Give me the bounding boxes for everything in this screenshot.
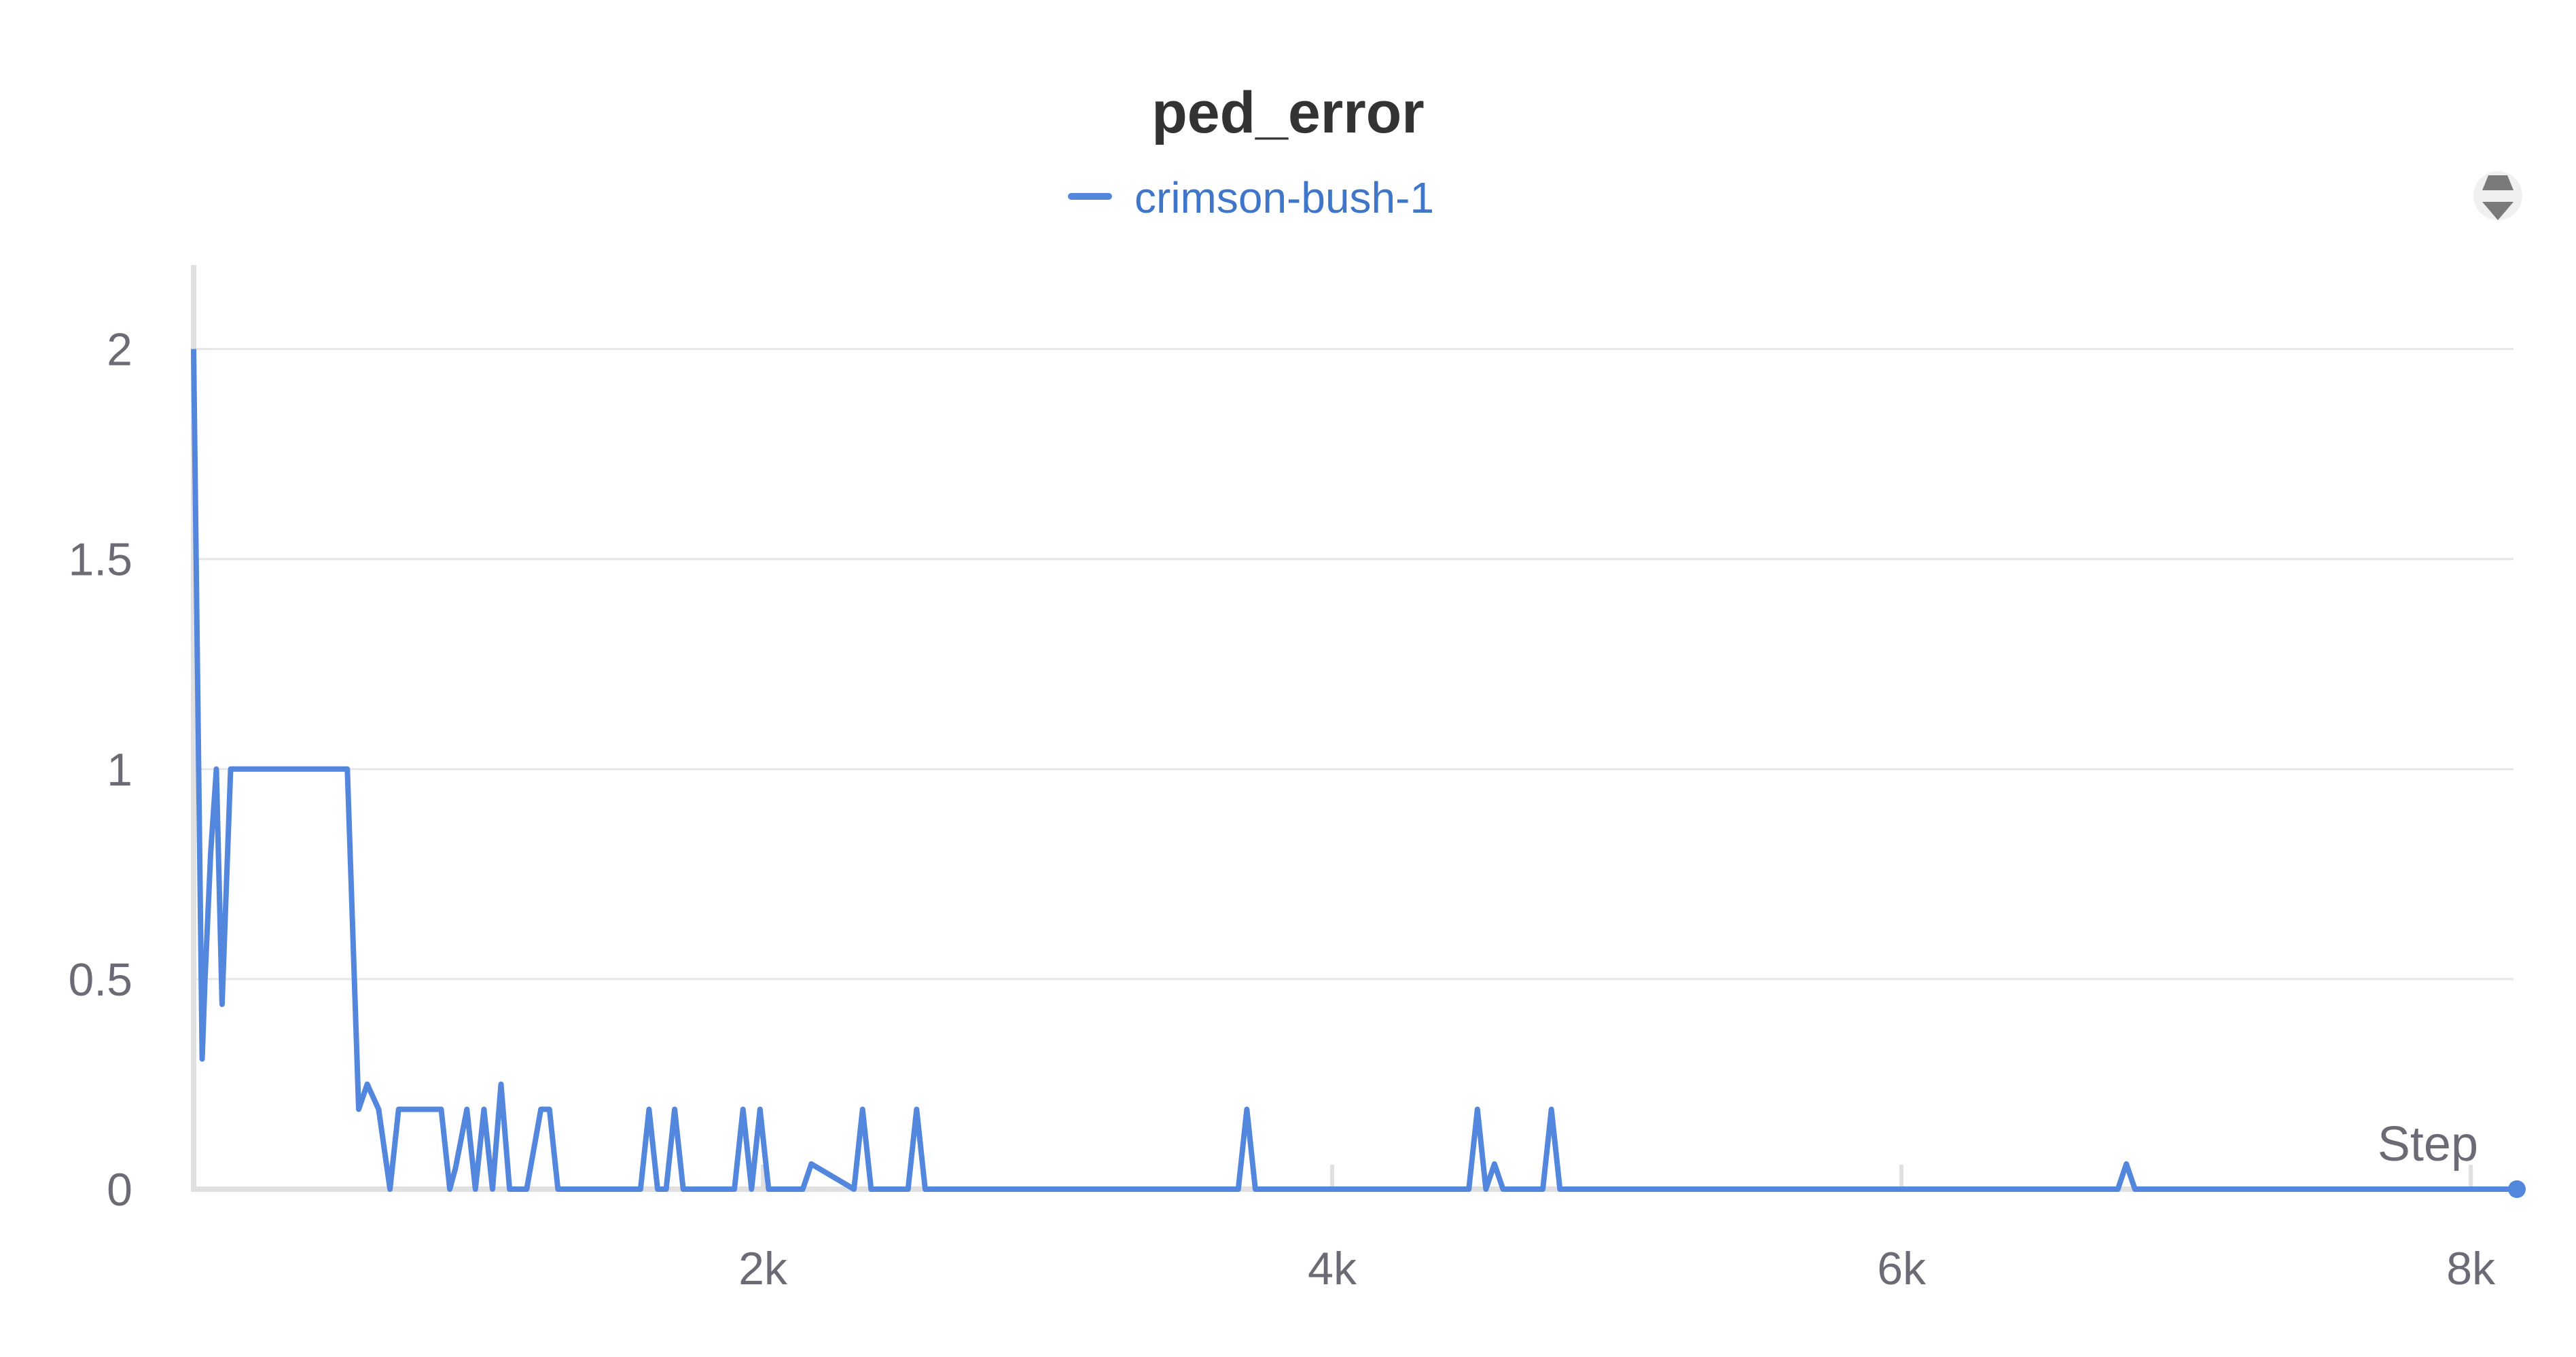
legend-label: crimson-bush-1 (1134, 173, 1434, 222)
series-group (191, 349, 2526, 1198)
series-line-0 (191, 349, 2514, 1192)
sort-arrows-icon[interactable] (2473, 171, 2522, 220)
x-tick-label-0: 2k (738, 1243, 788, 1294)
y-tick-label-1: 0.5 (68, 954, 132, 1006)
x-tick-label-2: 6k (1877, 1243, 1927, 1294)
x-axis-ticks: 2k 4k 6k 8k (738, 1165, 2496, 1294)
x-tick-label-1: 4k (1308, 1243, 1357, 1294)
y-tick-label-2: 1 (107, 744, 132, 796)
y-tick-label-4: 2 (107, 324, 132, 376)
y-tick-label-0: 0 (107, 1164, 132, 1216)
legend[interactable]: crimson-bush-1 (1068, 173, 1434, 222)
grid (194, 348, 2514, 981)
chart-title: ped_error (1151, 80, 1425, 145)
axes (191, 265, 2514, 1192)
x-axis-label: Step (2378, 1117, 2478, 1171)
y-tick-label-3: 1.5 (68, 534, 132, 586)
series-endpoint-0 (2508, 1180, 2526, 1198)
x-tick-label-3: 8k (2446, 1243, 2496, 1294)
y-axis-ticks: 0 0.5 1 1.5 2 (68, 324, 132, 1216)
